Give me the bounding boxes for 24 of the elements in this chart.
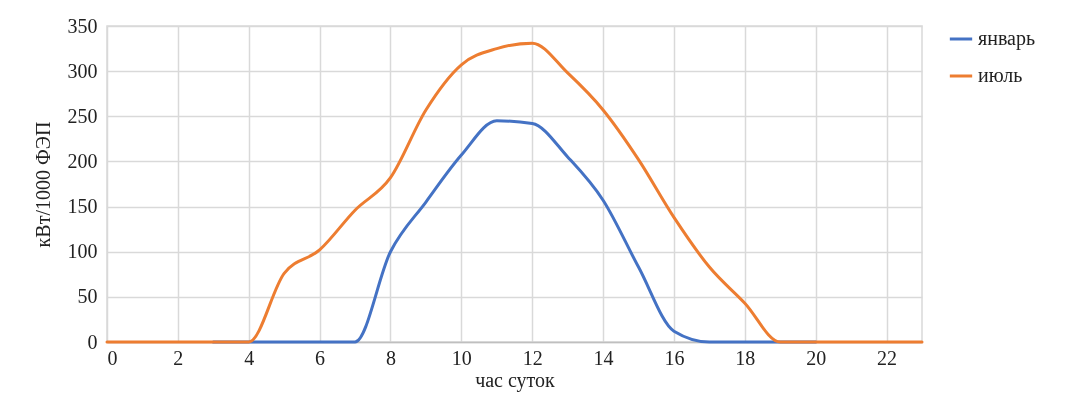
y-axis-title: кВт/1000 ФЭП <box>31 121 54 248</box>
y-tick-label: 50 <box>77 285 98 308</box>
x-axis-title: час суток <box>475 368 556 392</box>
x-tick-label: 8 <box>385 346 396 369</box>
y-tick-label: 250 <box>67 104 98 127</box>
y-tick-label: 0 <box>87 330 98 353</box>
x-tick-label: 2 <box>173 346 184 369</box>
x-tick-label: 16 <box>664 346 685 369</box>
x-tick-label: 10 <box>451 346 472 369</box>
y-tick-label: 200 <box>67 149 98 172</box>
x-tick-label: 6 <box>315 346 326 369</box>
y-tick-label: 350 <box>67 14 98 37</box>
legend-label: июль <box>978 64 1023 86</box>
y-tick-label: 150 <box>67 195 98 218</box>
x-tick-label: 14 <box>593 346 614 369</box>
y-tick-label: 300 <box>67 59 98 82</box>
x-tick-label: 22 <box>877 346 898 369</box>
x-tick-label: 0 <box>107 346 118 369</box>
x-tick-label: 12 <box>522 346 543 369</box>
legend-label: январь <box>978 27 1036 50</box>
x-tick-label: 18 <box>735 346 756 369</box>
y-tick-label: 100 <box>67 240 98 263</box>
x-tick-label: 20 <box>806 346 827 369</box>
x-tick-label: 4 <box>244 346 255 369</box>
